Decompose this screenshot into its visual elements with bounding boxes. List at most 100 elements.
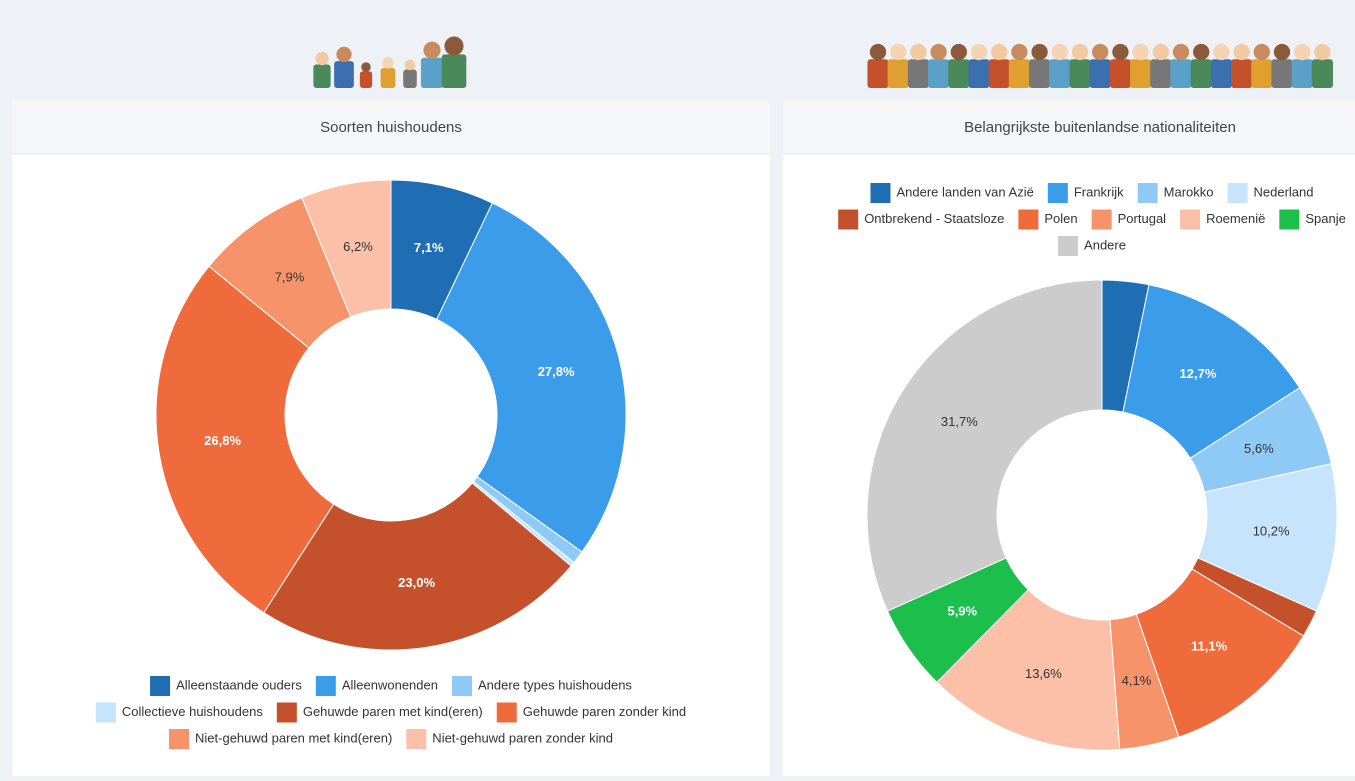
legend-swatch — [1058, 236, 1078, 256]
data-label: 31,7% — [941, 414, 978, 429]
figure-body — [442, 54, 467, 88]
figure-body — [1150, 59, 1171, 88]
figure-head — [444, 36, 463, 55]
data-label: 6,2% — [343, 239, 373, 254]
data-label: 23,0% — [398, 575, 435, 590]
legend-label: Andere types huishoudens — [478, 677, 632, 692]
legend-swatch — [1092, 210, 1112, 230]
figure-head — [991, 44, 1007, 60]
data-label: 4,1% — [1122, 673, 1152, 688]
data-label: 5,6% — [1244, 441, 1274, 456]
figure-body — [1029, 59, 1050, 88]
legend-swatch — [150, 676, 170, 696]
legend-label: Niet-gehuwd paren met kind(eren) — [195, 730, 392, 745]
legend-label: Gehuwde paren zonder kind — [523, 704, 686, 719]
figure-head — [1193, 44, 1209, 60]
figure-body — [421, 58, 443, 88]
figure-body — [1292, 59, 1313, 88]
figure-head — [890, 44, 906, 60]
legend-label: Nederland — [1254, 184, 1314, 199]
figure-body — [1231, 59, 1252, 88]
figure-head — [1153, 44, 1169, 60]
data-label: 13,6% — [1025, 666, 1062, 681]
legend-label: Andere — [1084, 237, 1126, 252]
figure-body — [360, 71, 372, 88]
figure-body — [403, 70, 417, 88]
figure-body — [1069, 59, 1090, 88]
figure-body — [334, 61, 354, 88]
figure-head — [1052, 44, 1068, 60]
figure-body — [313, 64, 330, 88]
figure-head — [423, 42, 440, 59]
legend-swatch — [452, 676, 472, 696]
legend-label: Collectieve huishoudens — [122, 704, 263, 719]
legend-swatch — [406, 729, 426, 749]
figure-body — [1049, 59, 1070, 88]
legend-swatch — [1228, 183, 1248, 203]
legend-swatch — [1018, 210, 1038, 230]
legend-label: Spanje — [1305, 211, 1345, 226]
legend-swatch — [870, 183, 890, 203]
chart-title: Belangrijkste buitenlandse nationaliteit… — [964, 119, 1236, 136]
figure-head — [971, 44, 987, 60]
figure-body — [867, 59, 888, 88]
figure-head — [1072, 44, 1088, 60]
figure-body — [1211, 59, 1232, 88]
figure-head — [1132, 44, 1148, 60]
figure-body — [381, 68, 396, 88]
legend-swatch — [1138, 183, 1158, 203]
figure-head — [1274, 44, 1290, 60]
data-label: 5,9% — [947, 603, 977, 618]
data-label: 10,2% — [1253, 523, 1290, 538]
legend-label: Frankrijk — [1074, 184, 1124, 199]
figure-body — [1251, 59, 1272, 88]
data-label: 26,8% — [204, 433, 241, 448]
figure-head — [1294, 44, 1310, 60]
figure-body — [948, 59, 969, 88]
figure-body — [928, 59, 949, 88]
legend-swatch — [316, 676, 336, 696]
figure-body — [1130, 59, 1151, 88]
figure-body — [888, 59, 909, 88]
data-label: 27,8% — [538, 364, 575, 379]
figure-head — [1112, 44, 1128, 60]
legend-swatch — [96, 703, 116, 723]
data-label: 11,1% — [1191, 638, 1228, 653]
data-label: 12,7% — [1180, 366, 1217, 381]
legend-label: Alleenwonenden — [342, 677, 438, 692]
legend-swatch — [1180, 210, 1200, 230]
legend-label: Roemenië — [1206, 211, 1265, 226]
figure-body — [1170, 59, 1191, 88]
legend-label: Ontbrekend - Staatsloze — [864, 211, 1004, 226]
legend-swatch — [1279, 210, 1299, 230]
figure-head — [361, 62, 371, 72]
figure-head — [405, 60, 415, 70]
figure-head — [910, 44, 926, 60]
figure-head — [315, 52, 328, 65]
legend-label: Portugal — [1118, 211, 1167, 226]
figure-head — [930, 44, 946, 60]
legend-label: Andere landen van Azië — [896, 184, 1033, 199]
legend-swatch — [838, 210, 858, 230]
figure-body — [1009, 59, 1030, 88]
legend-swatch — [497, 703, 517, 723]
chart-title: Soorten huishoudens — [320, 119, 462, 136]
legend-label: Marokko — [1164, 184, 1214, 199]
legend-label: Niet-gehuwd paren zonder kind — [432, 730, 613, 745]
legend-label: Alleenstaande ouders — [176, 677, 302, 692]
figure-body — [968, 59, 989, 88]
figure-head — [382, 57, 393, 68]
legend-label: Gehuwde paren met kind(eren) — [303, 704, 483, 719]
figure-head — [1233, 44, 1249, 60]
figure-head — [1011, 44, 1027, 60]
figure-head — [1031, 44, 1047, 60]
figure-body — [989, 59, 1010, 88]
figure-body — [1191, 59, 1212, 88]
legend-swatch — [169, 729, 189, 749]
figure-head — [1254, 44, 1270, 60]
figure-body — [1110, 59, 1131, 88]
figure-head — [1213, 44, 1229, 60]
figure-body — [1271, 59, 1292, 88]
page: Soorten huishoudens Belangrijkste buiten… — [0, 0, 1355, 776]
dashboard: Soorten huishoudens Belangrijkste buiten… — [0, 0, 1355, 776]
